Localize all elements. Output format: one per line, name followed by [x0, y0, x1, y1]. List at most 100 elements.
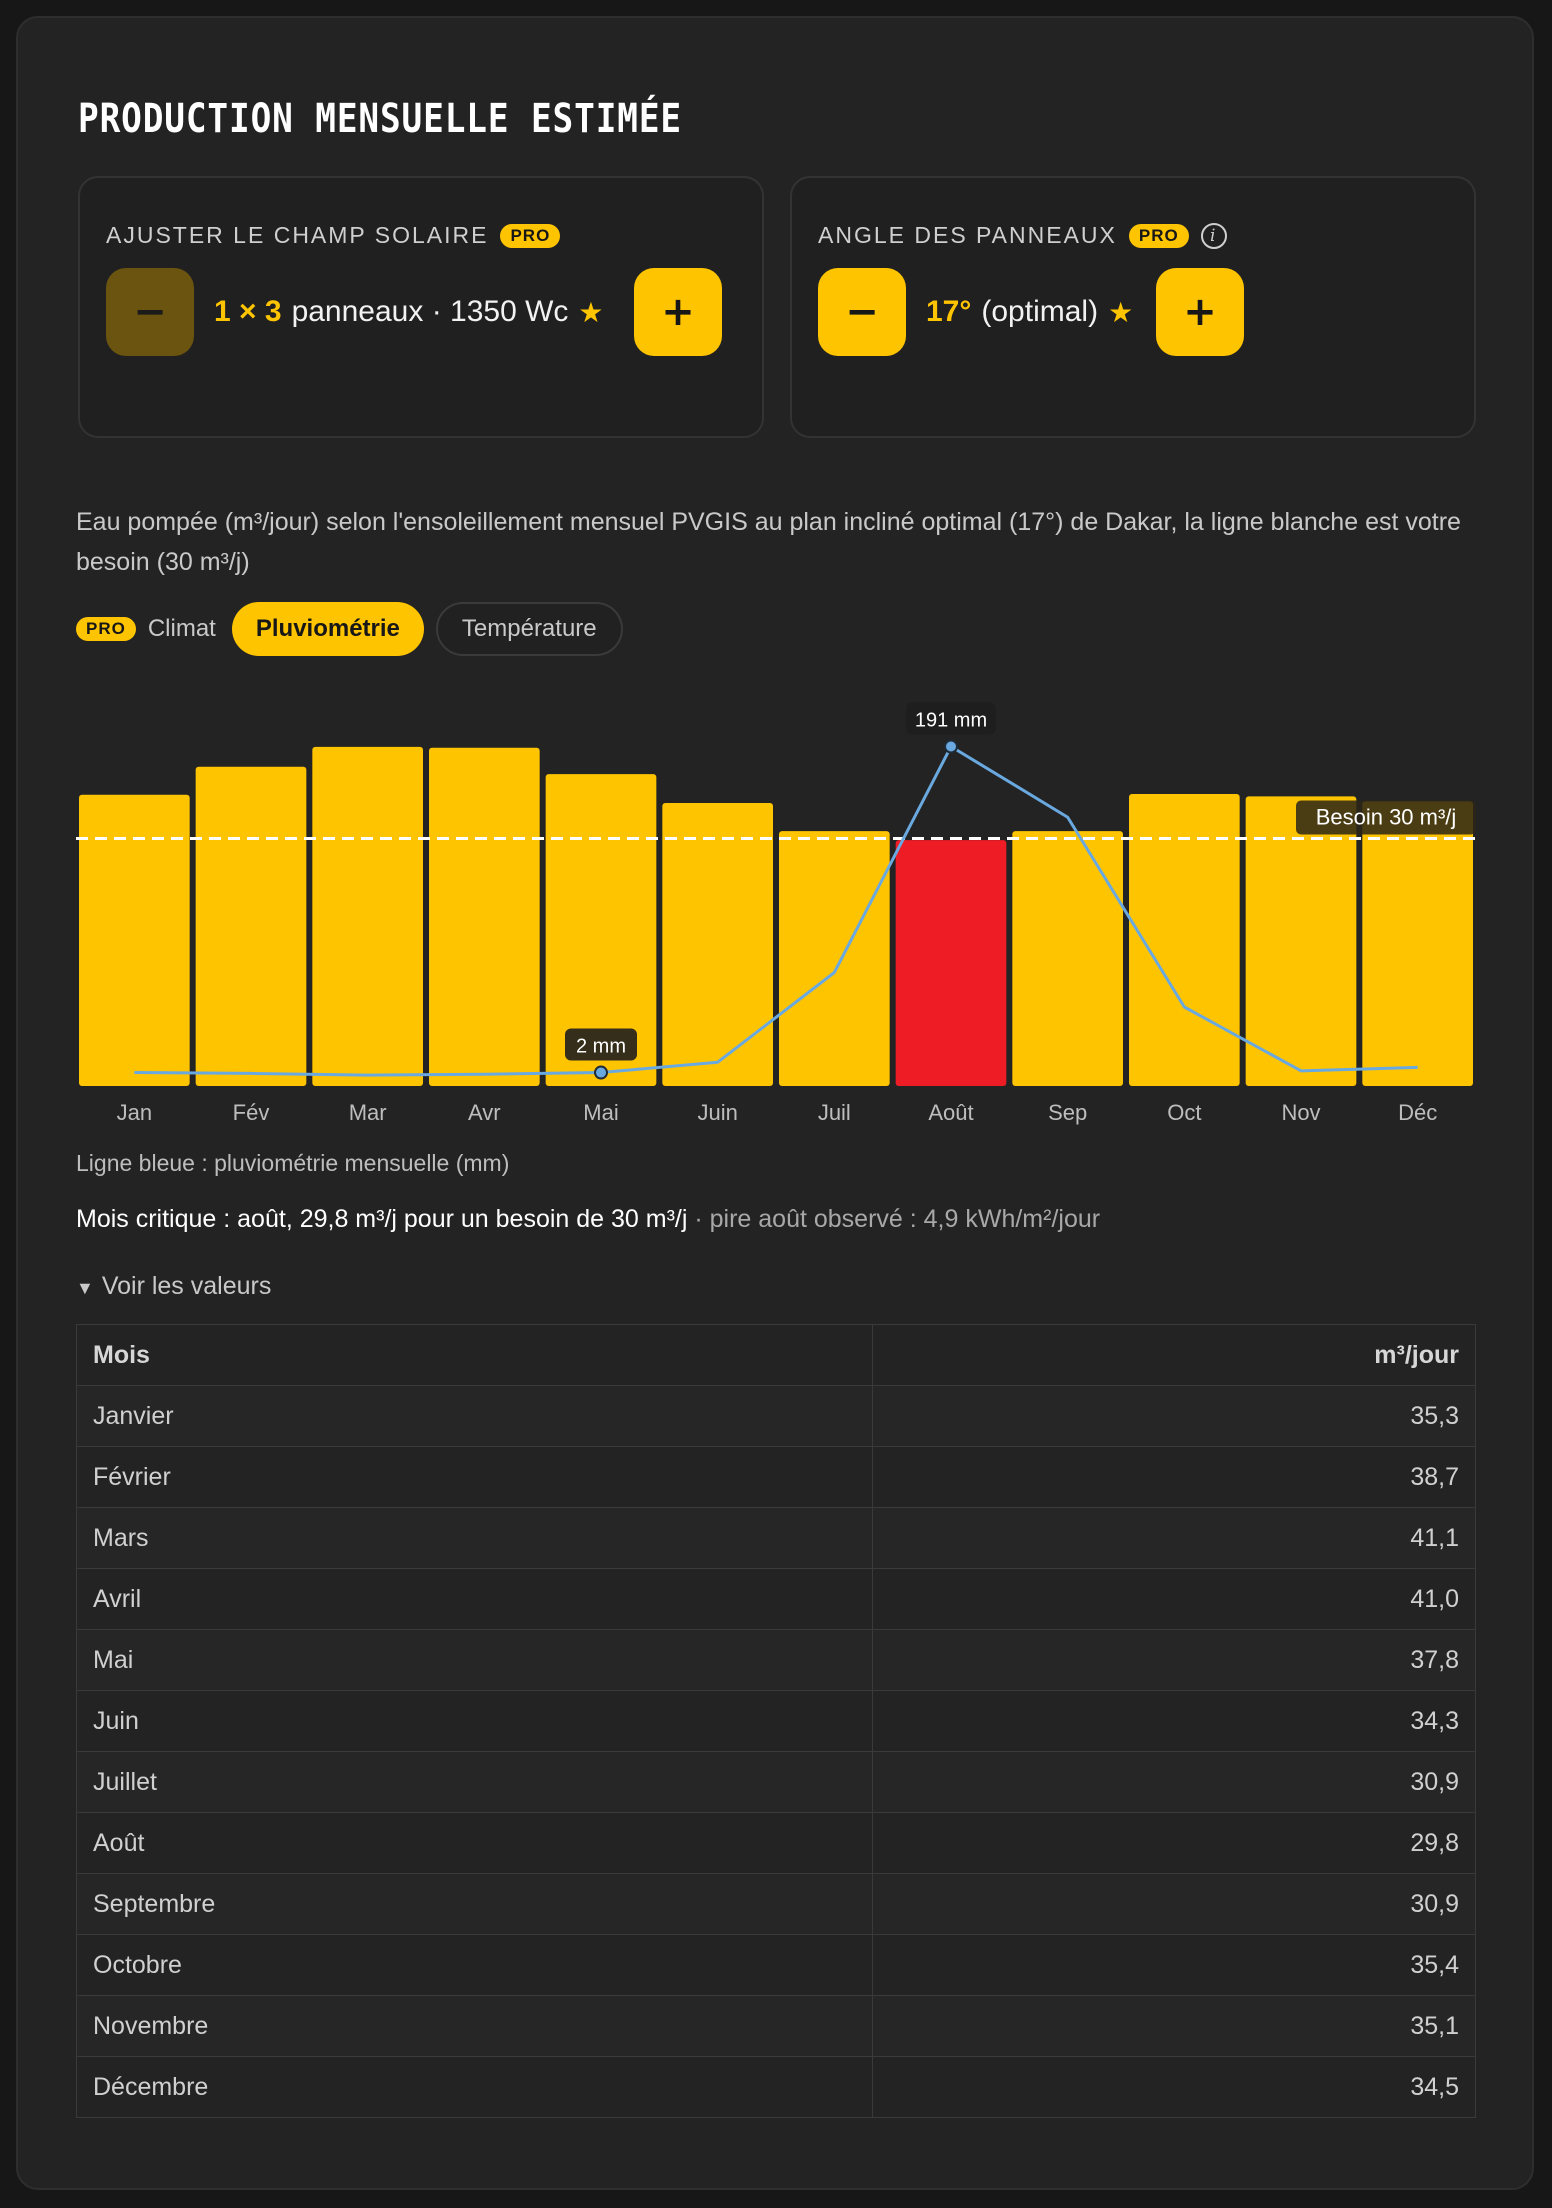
- threshold-label-bg: [1296, 800, 1476, 835]
- tab-pluviometrie[interactable]: Pluviométrie: [231, 602, 424, 656]
- table-row: Avril 41,0: [76, 1568, 1477, 1630]
- bar-9: [1129, 793, 1240, 1086]
- bar-2: [312, 746, 423, 1086]
- panel-count: 1 × 3: [214, 295, 282, 328]
- values-table: Mois m³/jour Janvier 35,3 Février 38,7 Mars 4…: [76, 1324, 1477, 2118]
- table-row: Octobre 35,4: [76, 1934, 1477, 1996]
- column-header-month: Mois: [76, 1324, 873, 1386]
- x-tick-9: Oct: [1167, 1100, 1201, 1125]
- table-row: Janvier 35,3: [76, 1385, 1477, 1447]
- rain-point-7: [944, 739, 958, 754]
- month-cell: Juin: [76, 1690, 873, 1752]
- month-cell: Mai: [76, 1629, 873, 1691]
- pro-badge: PRO: [500, 223, 561, 248]
- value-cell: 35,3: [871, 1385, 1477, 1447]
- panel-power-text: panneaux · 1350 Wc: [291, 295, 569, 328]
- rain-label-4: 2 mm: [576, 1036, 626, 1058]
- star-icon: ★: [1108, 296, 1134, 328]
- info-icon[interactable]: i: [1200, 222, 1227, 249]
- angle-label: ANGLE DES PANNEAUX: [818, 222, 1117, 248]
- star-icon: ★: [578, 296, 604, 328]
- panel-angle-panel: ANGLE DES PANNEAUX PRO i − 17° (optimal)…: [790, 176, 1476, 438]
- critical-muted: · pire août observé : 4,9 kWh/m²/jour: [687, 1205, 1101, 1233]
- decrease-panels-button[interactable]: −: [106, 268, 194, 356]
- rain-label-7: 191 mm: [915, 710, 987, 732]
- rain-line: [134, 745, 1418, 1077]
- x-tick-2: Mar: [349, 1100, 387, 1125]
- bar-critical-7: [895, 840, 1007, 1086]
- x-tick-7: Août: [928, 1100, 973, 1125]
- tab-temperature[interactable]: Température: [435, 602, 623, 656]
- x-tick-8: Sep: [1048, 1100, 1087, 1125]
- value-cell: 30,9: [871, 1873, 1477, 1935]
- bar-4: [545, 774, 657, 1086]
- value-cell: 34,3: [871, 1690, 1477, 1752]
- increase-angle-button[interactable]: +: [1156, 268, 1244, 356]
- x-tick-0: Jan: [117, 1100, 152, 1125]
- threshold-label: Besoin 30 m³/j: [1316, 805, 1457, 830]
- table-header-row: Mois m³/jour: [76, 1324, 1477, 1386]
- month-cell: Février: [76, 1446, 873, 1508]
- table-row: Mars 41,1: [76, 1507, 1477, 1569]
- value-cell: 29,8: [871, 1812, 1477, 1874]
- table-row: Juillet 30,9: [76, 1751, 1477, 1813]
- rain-legend-note: Ligne bleue : pluviométrie mensuelle (mm…: [76, 1150, 510, 1176]
- table-row: Juin 34,3: [76, 1690, 1477, 1752]
- column-header-value: m³/jour: [871, 1324, 1477, 1386]
- page-title: PRODUCTION MENSUELLE ESTIMÉE: [78, 96, 682, 142]
- table-row: Février 38,7: [76, 1446, 1477, 1508]
- pro-badge: PRO: [1128, 223, 1189, 248]
- month-cell: Octobre: [76, 1934, 873, 1996]
- month-cell: Janvier: [76, 1385, 873, 1447]
- table-row: Décembre 34,5: [76, 2056, 1477, 2118]
- bar-5: [662, 803, 773, 1086]
- angle-text: (optimal): [981, 295, 1099, 328]
- x-tick-3: Avr: [468, 1100, 501, 1125]
- month-cell: Avril: [76, 1568, 873, 1630]
- table-row: Mai 37,8: [76, 1629, 1477, 1691]
- value-cell: 41,1: [871, 1507, 1477, 1569]
- increase-panels-button[interactable]: +: [634, 268, 722, 356]
- value-cell: 41,0: [871, 1568, 1477, 1630]
- monthly-production-chart: Besoin 30 m³/j 2 mm 191 mm Jan Fév Mar Avr Mai J…: [76, 702, 1476, 1125]
- rain-label-bg-4: [565, 1028, 637, 1061]
- value-cell: 35,4: [871, 1934, 1477, 1996]
- bar-8: [1012, 831, 1123, 1086]
- critical-main: Mois critique : août, 29,8 m³/j pour un …: [76, 1205, 688, 1233]
- pro-badge: PRO: [76, 617, 136, 641]
- bar-0: [79, 794, 190, 1086]
- triangle-down-icon: ▼: [76, 1278, 94, 1298]
- table-row: Septembre 30,9: [76, 1873, 1477, 1935]
- month-cell: Août: [76, 1812, 873, 1874]
- value-cell: 30,9: [871, 1751, 1477, 1813]
- month-cell: Mars: [76, 1507, 873, 1569]
- value-cell: 35,1: [871, 1995, 1477, 2057]
- x-tick-6: Juil: [818, 1100, 851, 1125]
- month-cell: Décembre: [76, 2056, 873, 2118]
- x-tick-1: Fév: [233, 1100, 270, 1125]
- climate-toggle-group: PRO Climat Pluviométrie Température: [76, 602, 623, 656]
- solar-field-panel: AJUSTER LE CHAMP SOLAIRE PRO − 1 × 3 pan…: [78, 176, 764, 438]
- decrease-angle-button[interactable]: −: [818, 268, 906, 356]
- value-cell: 34,5: [871, 2056, 1477, 2118]
- show-values-toggle[interactable]: ▼ Voir les valeurs: [76, 1272, 271, 1301]
- x-tick-10: Nov: [1281, 1100, 1320, 1125]
- month-cell: Septembre: [76, 1873, 873, 1935]
- chart-description: Eau pompée (m³/jour) selon l'ensoleillem…: [76, 508, 1461, 576]
- table-row: Août 29,8: [76, 1812, 1477, 1874]
- climate-label: Climat: [147, 615, 216, 642]
- x-tick-4: Mai: [583, 1100, 618, 1125]
- rain-point-4: [594, 1065, 608, 1080]
- bar-11: [1362, 801, 1473, 1086]
- month-cell: Novembre: [76, 1995, 873, 2057]
- x-tick-5: Juin: [697, 1100, 737, 1125]
- table-row: Novembre 35,1: [76, 1995, 1477, 2057]
- show-values-label: Voir les valeurs: [101, 1272, 272, 1300]
- critical-month-summary: Mois critique : août, 29,8 m³/j pour un …: [76, 1205, 1100, 1234]
- value-cell: 38,7: [871, 1446, 1477, 1508]
- bar-6: [779, 831, 890, 1086]
- value-cell: 37,8: [871, 1629, 1477, 1691]
- solar-field-label: AJUSTER LE CHAMP SOLAIRE: [106, 222, 489, 248]
- bar-10: [1245, 796, 1357, 1086]
- rain-label-bg-7: [906, 702, 996, 735]
